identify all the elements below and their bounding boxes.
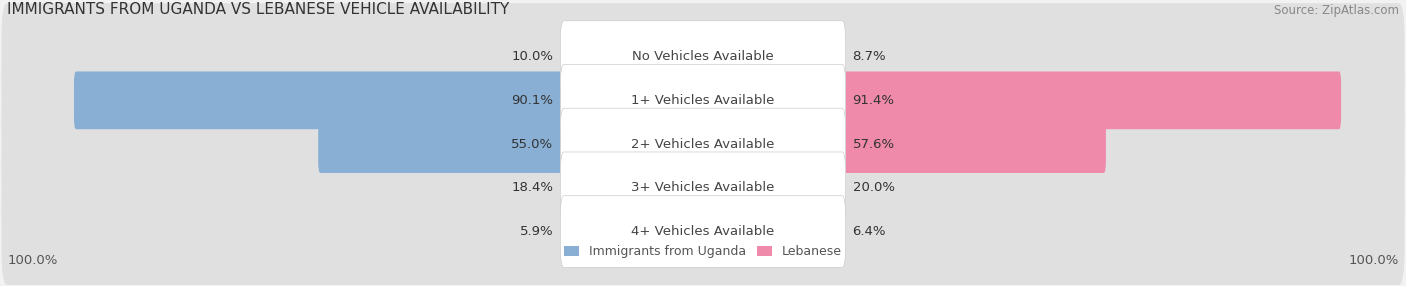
Text: 100.0%: 100.0%	[1348, 253, 1399, 267]
Text: 20.0%: 20.0%	[852, 181, 894, 194]
Legend: Immigrants from Uganda, Lebanese: Immigrants from Uganda, Lebanese	[564, 245, 842, 258]
Text: No Vehicles Available: No Vehicles Available	[633, 50, 773, 63]
Text: 2+ Vehicles Available: 2+ Vehicles Available	[631, 138, 775, 151]
Text: 90.1%: 90.1%	[512, 94, 554, 107]
FancyBboxPatch shape	[659, 203, 704, 261]
FancyBboxPatch shape	[1, 91, 1405, 197]
FancyBboxPatch shape	[572, 159, 704, 217]
FancyBboxPatch shape	[561, 196, 845, 267]
Text: 91.4%: 91.4%	[852, 94, 894, 107]
FancyBboxPatch shape	[702, 115, 1107, 173]
FancyBboxPatch shape	[1, 178, 1405, 285]
FancyBboxPatch shape	[702, 159, 844, 217]
Text: IMMIGRANTS FROM UGANDA VS LEBANESE VEHICLE AVAILABILITY: IMMIGRANTS FROM UGANDA VS LEBANESE VEHIC…	[7, 2, 509, 17]
Text: 3+ Vehicles Available: 3+ Vehicles Available	[631, 181, 775, 194]
FancyBboxPatch shape	[1, 134, 1405, 241]
FancyBboxPatch shape	[1, 3, 1405, 110]
FancyBboxPatch shape	[631, 28, 704, 86]
FancyBboxPatch shape	[702, 203, 749, 261]
Text: 6.4%: 6.4%	[852, 225, 886, 238]
FancyBboxPatch shape	[318, 115, 704, 173]
Text: Source: ZipAtlas.com: Source: ZipAtlas.com	[1274, 4, 1399, 17]
Text: 10.0%: 10.0%	[512, 50, 554, 63]
FancyBboxPatch shape	[561, 64, 845, 136]
Text: 55.0%: 55.0%	[512, 138, 554, 151]
Text: 4+ Vehicles Available: 4+ Vehicles Available	[631, 225, 775, 238]
Text: 5.9%: 5.9%	[520, 225, 554, 238]
FancyBboxPatch shape	[702, 28, 766, 86]
FancyBboxPatch shape	[561, 152, 845, 224]
FancyBboxPatch shape	[75, 72, 704, 129]
Text: 1+ Vehicles Available: 1+ Vehicles Available	[631, 94, 775, 107]
Text: 18.4%: 18.4%	[512, 181, 554, 194]
Text: 100.0%: 100.0%	[7, 253, 58, 267]
FancyBboxPatch shape	[561, 21, 845, 92]
Text: 57.6%: 57.6%	[852, 138, 894, 151]
Text: 8.7%: 8.7%	[852, 50, 886, 63]
FancyBboxPatch shape	[1, 47, 1405, 154]
FancyBboxPatch shape	[561, 108, 845, 180]
FancyBboxPatch shape	[702, 72, 1341, 129]
